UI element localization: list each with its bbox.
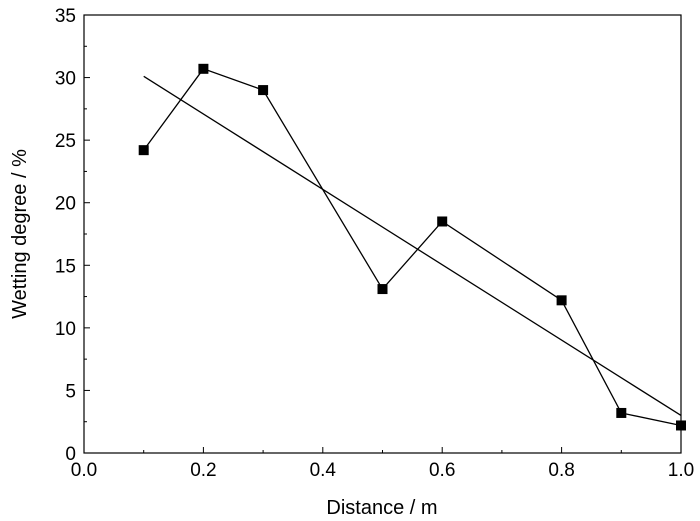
y-tick-label: 15 — [55, 256, 76, 277]
x-tick-label: 0.6 — [429, 460, 455, 481]
x-tick-label: 0.4 — [310, 460, 337, 481]
x-tick-label: 0.2 — [190, 460, 216, 481]
data-point-marker — [377, 284, 388, 295]
data-point-marker — [138, 145, 149, 156]
x-tick-label: 1.0 — [668, 460, 694, 481]
y-tick-label: 35 — [55, 6, 76, 27]
y-tick-label: 20 — [55, 194, 76, 215]
fit-line — [143, 75, 682, 417]
y-tick-label: 5 — [65, 381, 76, 402]
data-line — [143, 68, 682, 427]
x-axis-ticks: 0.0 0.2 0.4 0.6 0.8 1.0 — [71, 447, 694, 481]
data-point-marker — [616, 407, 627, 418]
x-axis-title: Distance / m — [326, 497, 437, 519]
series-layer — [138, 63, 686, 431]
y-axis-ticks: 0 5 10 15 20 25 30 35 — [55, 6, 90, 465]
y-tick-label: 0 — [65, 444, 76, 465]
y-tick-label: 25 — [55, 131, 76, 152]
y-tick-label: 10 — [55, 319, 76, 340]
x-tick-label: 0.8 — [548, 460, 574, 481]
data-point-marker — [676, 420, 686, 431]
y-tick-label: 30 — [55, 69, 76, 90]
data-point-marker — [198, 63, 209, 74]
data-point-marker — [258, 85, 269, 96]
plot-area — [83, 14, 682, 454]
plot-frame — [83, 14, 682, 454]
data-point-marker — [556, 295, 567, 306]
x-tick-label: 0.0 — [71, 460, 97, 481]
y-axis-title: Wetting degree / % — [9, 149, 31, 319]
data-point-marker — [437, 216, 448, 227]
